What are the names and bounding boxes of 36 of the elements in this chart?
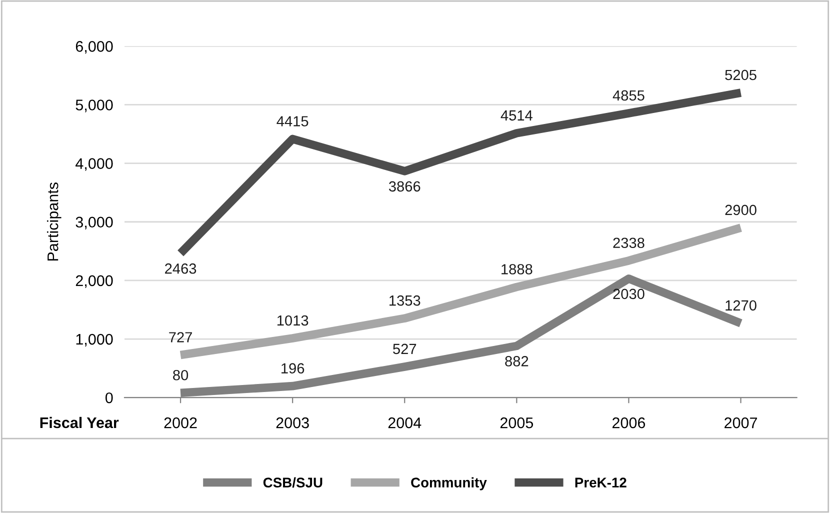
data-label: 727: [169, 332, 192, 342]
y-tick-label: 5,000: [76, 100, 113, 112]
y-tick-label: 3,000: [76, 216, 113, 230]
y-tick-label: 2,000: [76, 275, 113, 288]
data-label: 2900: [725, 204, 756, 216]
data-label: 1353: [390, 295, 420, 306]
data-label: 1270: [726, 300, 756, 311]
x-tick-label: 2004: [388, 417, 422, 428]
data-label: 2030: [613, 288, 644, 300]
y-tick-label: 4,000: [76, 158, 113, 171]
x-tick-label: 2006: [612, 417, 646, 428]
x-tick-label: 2005: [500, 417, 534, 428]
y-axis-title: Participants: [47, 182, 62, 261]
x-tick-label: 2007: [724, 417, 758, 428]
data-label: 4855: [612, 90, 644, 101]
data-label: 196: [282, 363, 304, 374]
data-label: 4415: [276, 116, 308, 126]
data-label: 1888: [502, 264, 532, 274]
y-tick-label: 6,000: [76, 41, 113, 54]
x-tick-label: 2003: [276, 417, 309, 428]
y-tick-label: 0: [105, 392, 113, 404]
x-tick-label: 2002: [164, 417, 197, 428]
data-label: 2338: [613, 238, 644, 248]
data-label: 527: [393, 344, 416, 354]
x-axis-title: Fiscal Year: [40, 416, 119, 428]
y-tick-label: 1,000: [76, 334, 113, 346]
data-label: 2463: [165, 263, 196, 274]
data-label: 1013: [277, 315, 308, 326]
legend-label: Community: [411, 477, 487, 490]
data-label: 80: [173, 370, 188, 380]
data-label: 882: [505, 356, 528, 366]
data-label: 3866: [388, 181, 420, 192]
legend-label: PreK-12: [575, 478, 626, 488]
data-label: 4514: [500, 110, 532, 121]
legend-label: CSB/SJU: [263, 477, 322, 488]
data-label: 5205: [725, 70, 756, 80]
